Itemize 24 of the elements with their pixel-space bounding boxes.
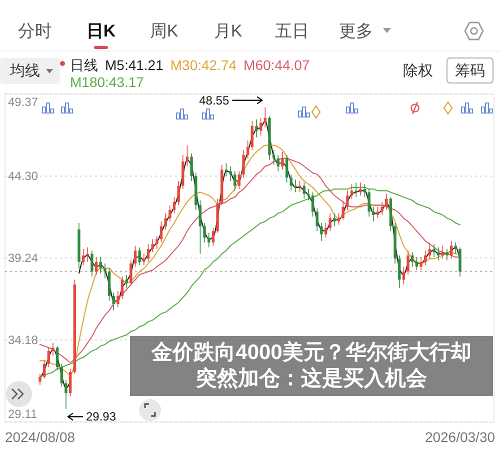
text: M5:41.21	[105, 57, 164, 74]
x-tick-label: 2026/03/30	[424, 429, 496, 445]
text: 五日	[275, 22, 309, 40]
text: 更多	[339, 22, 373, 40]
annotation: 29.93	[86, 410, 116, 424]
text: 周K	[150, 22, 179, 40]
title-banner: 金价跌向4000美元？华尔街大行却突然加仓：这是买入机会	[130, 336, 493, 396]
x-tick-label: 2024/08/08	[4, 429, 76, 445]
y-tick-label: 49.37	[8, 95, 38, 109]
text: M180:43.17	[70, 74, 144, 91]
y-tick-label: 44.30	[8, 169, 38, 184]
text: M30:42.74	[170, 57, 237, 74]
text: 筹码	[455, 62, 485, 80]
y-tick-label: 39.24	[8, 251, 38, 265]
text: 除权	[403, 62, 433, 80]
legend-title: 日线	[70, 57, 98, 74]
y-tick-label: 34.18	[8, 332, 38, 347]
text: 日K	[86, 22, 116, 40]
text: 分时	[18, 22, 52, 40]
text: 月K	[214, 22, 243, 40]
annotation: 48.55	[199, 93, 230, 108]
text: M60:44.07	[244, 57, 310, 74]
y-tick-label: 29.11	[8, 407, 38, 421]
text: 均线	[9, 62, 40, 80]
